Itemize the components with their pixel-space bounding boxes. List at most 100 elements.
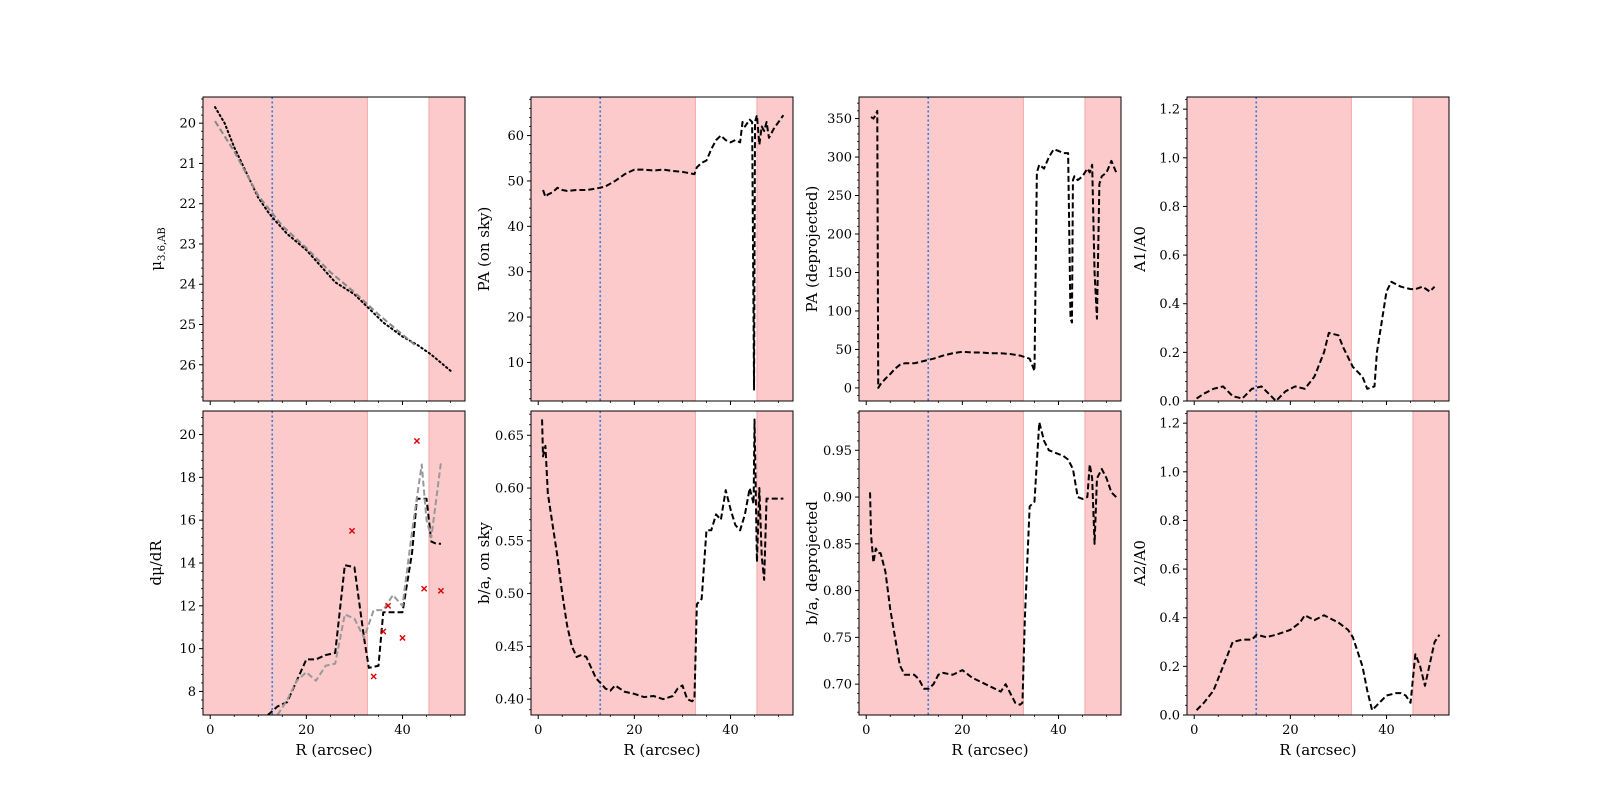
y-axis-label: A1/A0	[1131, 226, 1149, 273]
series-line-derivative	[267, 497, 441, 715]
y-tick-label: 0.6	[1159, 249, 1180, 264]
x-tick-label: 20	[298, 723, 315, 738]
x-tick-label: 40	[1050, 723, 1067, 738]
y-tick-label: 16	[179, 514, 196, 529]
y-tick-label: 30	[507, 265, 524, 280]
panels-group: 20 21 22 23 24 25 26 μ3.6,AB 10 20 30 40 50 60 PA (on …	[147, 96, 1450, 759]
y-tick-label: 1.0	[1159, 465, 1180, 480]
chart-panel-p7: 0.70 0.75 0.80 0.85 0.90 0.95 0 20 40 R (arcsec) b…	[803, 410, 1122, 759]
y-tick-label: 0.8	[1159, 514, 1180, 529]
data-marker	[370, 673, 377, 680]
x-tick-label: 20	[1282, 723, 1299, 738]
x-tick-label: 0	[862, 723, 870, 738]
y-tick-label: 0.2	[1159, 660, 1180, 675]
data-marker	[399, 634, 406, 642]
y-tick-label: 250	[827, 189, 852, 204]
x-axis-label: R (arcsec)	[951, 741, 1028, 759]
y-tick-label: 18	[179, 471, 196, 486]
data-marker	[421, 585, 428, 592]
y-axis-label: μ3.6,AB	[147, 227, 168, 270]
chart-panel-p5: 8 10 12 14 16 18 20 0 20 40 R (arcsec) dμ/dR	[147, 410, 466, 759]
y-tick-label: 1.0	[1159, 151, 1180, 166]
y-tick-label: 0.80	[823, 584, 852, 599]
y-tick-label: 300	[827, 151, 852, 166]
plot-area	[859, 97, 1121, 401]
y-tick-label: 14	[179, 557, 196, 572]
x-tick-label: 20	[626, 723, 643, 738]
shaded-region	[859, 97, 1024, 401]
chart-panel-p1: 20 21 22 23 24 25 26 μ3.6,AB	[147, 96, 466, 405]
y-tick-label: 20	[179, 117, 196, 132]
y-tick-label: 0.50	[495, 587, 524, 602]
y-tick-label: 50	[835, 343, 852, 358]
chart-panel-p2: 10 20 30 40 50 60 PA (on sky)	[475, 96, 794, 405]
plot-area	[859, 411, 1121, 715]
y-tick-label: 10	[507, 356, 524, 371]
y-tick-label: 1.2	[1159, 103, 1180, 118]
y-tick-label: 0.75	[823, 631, 852, 646]
x-tick-label: 0	[534, 723, 542, 738]
axes-frame	[530, 410, 794, 716]
shaded-region	[1412, 97, 1449, 401]
y-tick-label: 50	[507, 174, 524, 189]
x-tick-label: 40	[722, 723, 739, 738]
series-line-ba_sky	[541, 418, 784, 703]
shaded-region	[1187, 97, 1352, 401]
y-tick-label: 0.45	[495, 640, 524, 655]
axes-frame	[1186, 96, 1450, 402]
chart-panel-p3: 0 50 100 150 200 250 300 350 PA (deprojected)	[803, 96, 1122, 405]
y-tick-label: 12	[179, 599, 196, 614]
axes-frame	[1186, 410, 1450, 716]
y-tick-label: 200	[827, 227, 852, 242]
plot-area	[203, 97, 465, 401]
y-axis-label: PA (on sky)	[475, 207, 493, 292]
y-tick-label: 0.8	[1159, 200, 1180, 215]
y-tick-label: 0.4	[1159, 611, 1180, 626]
y-tick-label: 0.0	[1159, 395, 1180, 410]
y-axis-label: b/a, on sky	[475, 522, 493, 604]
y-tick-label: 0.90	[823, 491, 852, 506]
series-line-A2	[1195, 614, 1441, 712]
x-tick-label: 0	[1190, 723, 1198, 738]
shaded-region	[1187, 411, 1352, 715]
data-marker	[348, 527, 356, 534]
y-tick-label: 20	[507, 311, 524, 326]
y-tick-label: 20	[179, 428, 196, 443]
y-axis-label: PA (deprojected)	[803, 186, 821, 313]
axes-frame	[530, 96, 794, 402]
y-tick-label: 22	[179, 197, 196, 212]
y-axis-label: A2/A0	[1131, 540, 1149, 587]
y-tick-label: 8	[188, 685, 196, 700]
y-tick-label: 0.40	[495, 693, 524, 708]
y-tick-label: 100	[827, 304, 852, 319]
y-tick-label: 10	[179, 642, 196, 657]
x-tick-label: 0	[206, 723, 214, 738]
plot-area	[531, 97, 793, 401]
series-line-PA_deproj	[870, 109, 1118, 389]
data-marker	[380, 628, 387, 635]
y-tick-label: 23	[179, 237, 196, 252]
shaded-region	[531, 97, 696, 401]
y-tick-label: 26	[179, 358, 196, 373]
series-line-ba_deproj	[869, 421, 1117, 706]
x-tick-label: 20	[954, 723, 971, 738]
plot-area	[531, 411, 793, 715]
series-line-PA_sky	[542, 114, 785, 391]
y-tick-label: 0.2	[1159, 346, 1180, 361]
shaded-region	[203, 97, 368, 401]
y-tick-label: 350	[827, 112, 852, 127]
y-tick-label: 60	[507, 129, 524, 144]
x-tick-label: 40	[394, 723, 411, 738]
shaded-region	[428, 411, 465, 715]
axes-frame	[858, 410, 1122, 716]
data-marker	[413, 437, 421, 445]
shaded-region	[859, 411, 1024, 715]
shaded-region	[428, 97, 465, 401]
plot-area	[203, 411, 465, 715]
y-tick-label: 1.2	[1159, 417, 1180, 432]
shaded-region	[1412, 411, 1449, 715]
shaded-region	[531, 411, 696, 715]
shaded-region	[1084, 97, 1121, 401]
y-tick-label: 0.60	[495, 482, 524, 497]
y-tick-label: 0.65	[495, 429, 524, 444]
